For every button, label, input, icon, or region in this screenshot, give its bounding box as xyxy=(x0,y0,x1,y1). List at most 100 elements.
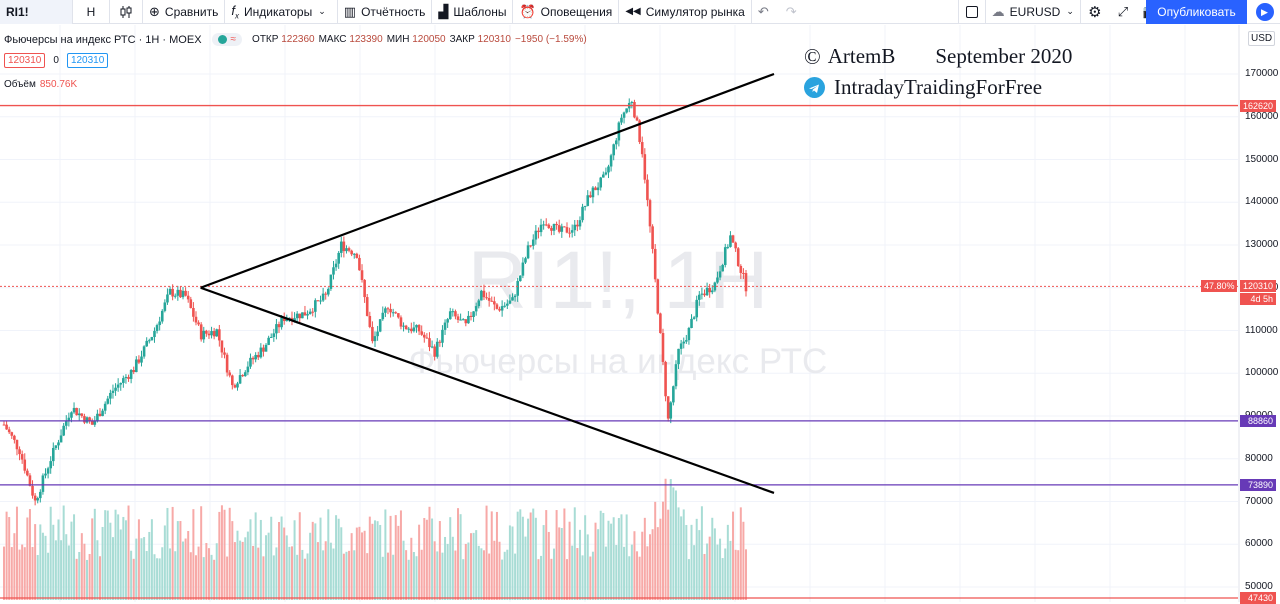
volume-bar xyxy=(270,516,273,600)
candle-body xyxy=(166,294,169,303)
interval-button[interactable]: H xyxy=(73,0,109,24)
settings-button[interactable]: ⚙ xyxy=(1081,0,1109,24)
pair-selector[interactable]: ☁ EURUSD ⌄ xyxy=(986,0,1080,24)
candle-body xyxy=(529,245,532,247)
volume-bar xyxy=(13,533,16,600)
volume-bar xyxy=(148,531,151,600)
templates-button[interactable]: ▟ Шаблоны xyxy=(432,0,512,24)
price-tag: 88860 xyxy=(1240,414,1276,427)
horizontal-levels[interactable] xyxy=(0,104,1238,599)
volume-bar xyxy=(26,517,29,600)
volume-bar xyxy=(545,510,548,600)
candle-body xyxy=(500,306,504,311)
candle-body xyxy=(524,258,527,263)
volume-bar xyxy=(337,518,340,600)
candle-body xyxy=(397,313,400,318)
fullscreen-button[interactable]: ⤢ xyxy=(1109,0,1137,24)
candle-body xyxy=(544,224,548,226)
volume-bar xyxy=(86,559,89,600)
toolbar-divider xyxy=(750,0,752,24)
candle-body xyxy=(98,413,102,417)
replay-button[interactable]: ◀◀ Симулятор рынка xyxy=(619,0,751,24)
candle-body xyxy=(59,435,63,443)
currency-badge[interactable]: USD xyxy=(1248,31,1276,46)
volume-bar xyxy=(527,518,530,600)
candle-body xyxy=(18,449,21,455)
candle-body xyxy=(54,445,58,448)
candle-body xyxy=(643,154,647,180)
volume-bar xyxy=(677,507,680,600)
candle-body xyxy=(88,417,91,422)
volume-bar xyxy=(674,490,677,600)
volume-bar xyxy=(290,546,293,600)
candle-body xyxy=(26,470,29,476)
volume-bar xyxy=(636,551,639,600)
candle-body xyxy=(612,144,615,156)
candle-body xyxy=(49,461,52,469)
compare-button[interactable]: ⊕ Сравнить xyxy=(143,0,224,24)
volume-bar xyxy=(109,522,112,600)
candle-body xyxy=(41,475,45,492)
redo-button[interactable]: ↷ xyxy=(780,0,808,24)
price-tag: 47430 xyxy=(1240,591,1276,604)
candle-body xyxy=(334,263,338,268)
buy-button[interactable]: 120310 xyxy=(66,53,109,68)
volume-bar xyxy=(493,540,496,600)
volume-bar xyxy=(708,536,711,600)
volume-bar xyxy=(703,553,706,600)
layout-button[interactable] xyxy=(959,0,985,24)
templates-icon: ▟ xyxy=(438,3,449,19)
volume-bar xyxy=(254,512,257,600)
volume-bar xyxy=(698,530,701,600)
price-chart[interactable]: RI1!, 1H Фьючерсы на индекс РТС xyxy=(0,25,1280,602)
candle-body xyxy=(373,336,377,342)
undo-button[interactable]: ↶ xyxy=(752,0,780,24)
indicators-button[interactable]: fx Индикаторы ⌄ xyxy=(225,0,336,24)
publish-button[interactable]: Опубликовать xyxy=(1146,0,1247,24)
chart-type-button[interactable] xyxy=(110,0,142,24)
volume-bar xyxy=(288,546,291,600)
volume-value: 850.76K xyxy=(39,79,78,90)
candle-body xyxy=(547,224,551,229)
candle-body xyxy=(119,382,123,385)
symbol-selector[interactable]: RI1! xyxy=(0,0,72,24)
candle-body xyxy=(223,352,226,355)
volume-bar xyxy=(682,509,685,600)
volume-bar xyxy=(477,545,480,600)
candle-body xyxy=(443,322,447,330)
candle-body xyxy=(710,290,714,293)
candle-body xyxy=(565,227,569,233)
volume-bar xyxy=(39,524,42,600)
toolbar-divider xyxy=(957,0,959,24)
candle-body xyxy=(301,312,304,319)
financials-button[interactable]: ▥ Отчётность xyxy=(338,0,432,24)
candle-body xyxy=(168,288,172,295)
indicators-label: Индикаторы xyxy=(244,4,313,19)
candle-body xyxy=(736,248,740,266)
candle-body xyxy=(609,155,613,167)
trendlines[interactable] xyxy=(200,72,775,494)
volume-bar xyxy=(693,545,696,600)
candle-body xyxy=(238,375,242,384)
candle-body xyxy=(700,293,704,295)
volume-bar xyxy=(140,538,143,600)
volume-bar xyxy=(67,545,70,600)
volume-bar xyxy=(158,558,161,600)
price-tick-label: 160000 xyxy=(1245,110,1279,122)
volume-bar xyxy=(506,549,509,600)
play-button[interactable]: ▶ xyxy=(1249,0,1280,24)
candle-body xyxy=(677,348,680,365)
volume-bar xyxy=(659,518,662,600)
candle-body xyxy=(363,279,366,298)
volume-bar xyxy=(412,551,415,600)
candle-body xyxy=(614,140,618,145)
indicator-toggle[interactable]: ≈ xyxy=(211,33,243,46)
volume-bar xyxy=(194,555,197,600)
candle-body xyxy=(303,312,307,316)
volume-bar xyxy=(623,546,626,600)
volume-bar xyxy=(283,527,286,600)
alerts-button[interactable]: ⏰ Оповещения xyxy=(513,0,618,24)
candle-body xyxy=(485,297,488,299)
sell-button[interactable]: 120310 xyxy=(4,53,46,68)
volume-bar xyxy=(161,547,164,600)
